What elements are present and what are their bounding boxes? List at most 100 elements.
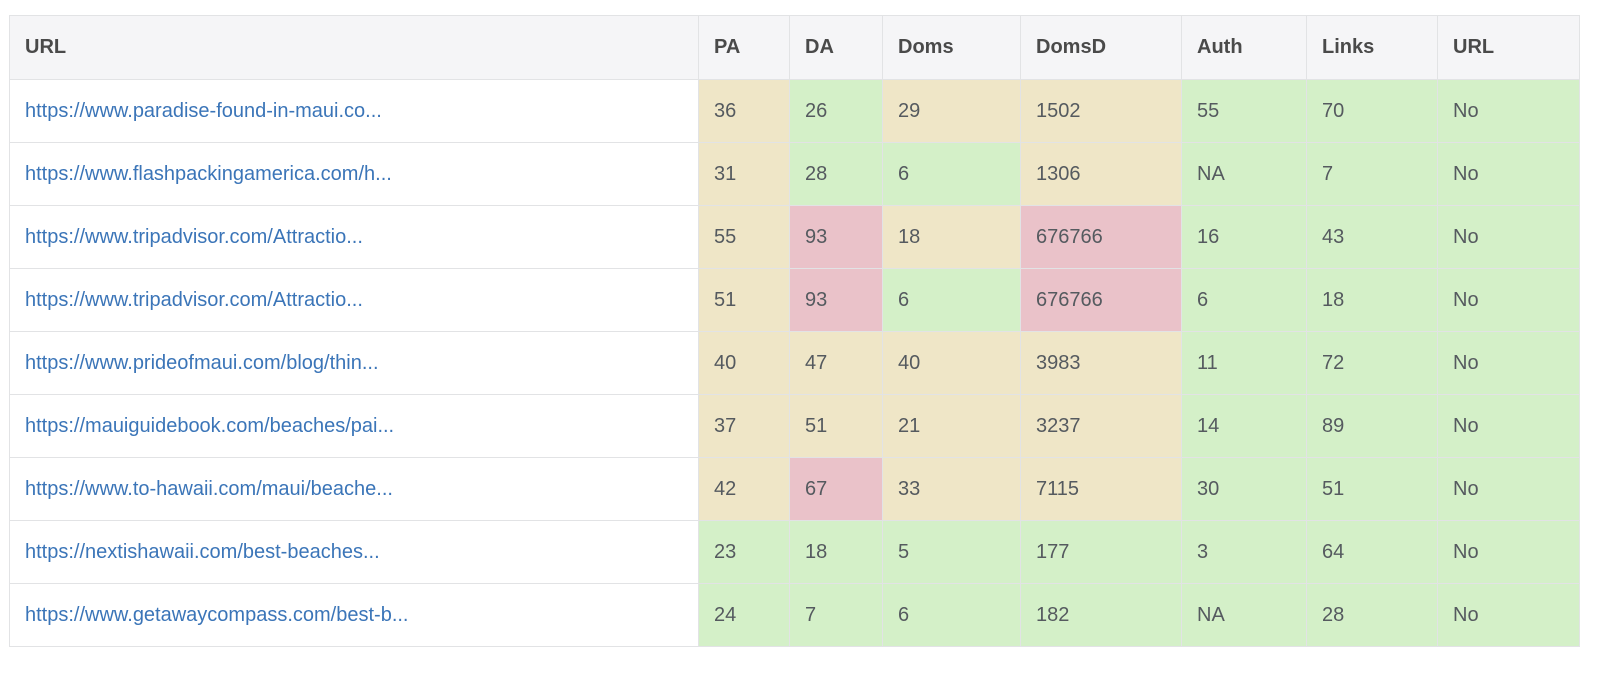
column-header-url[interactable]: URL	[9, 15, 699, 80]
cell-doms: 6	[882, 583, 1021, 647]
url-link[interactable]: https://mauiguidebook.com/beaches/pai...	[25, 414, 395, 437]
cell-pa: 40	[698, 331, 790, 395]
url-link[interactable]: https://www.tripadvisor.com/Attractio...	[25, 225, 363, 248]
cell-pa: 24	[698, 583, 790, 647]
cell-doms: 40	[882, 331, 1021, 395]
cell-links: 89	[1306, 394, 1438, 458]
cell-url: https://nextishawaii.com/best-beaches...	[9, 520, 699, 584]
column-header-auth[interactable]: Auth	[1181, 15, 1307, 80]
column-header-doms[interactable]: Doms	[882, 15, 1021, 80]
url-link[interactable]: https://www.prideofmaui.com/blog/thin...	[25, 351, 379, 374]
cell-domsd: 182	[1020, 583, 1182, 647]
table-row: https://www.flashpackingamerica.com/h...…	[9, 142, 1580, 206]
backlink-metrics-table: URL PA DA Doms DomsD Auth Links URL http…	[9, 15, 1580, 647]
header-row: URL PA DA Doms DomsD Auth Links URL	[9, 15, 1580, 80]
cell-da: 26	[789, 79, 883, 143]
cell-pa: 36	[698, 79, 790, 143]
cell-da: 7	[789, 583, 883, 647]
cell-doms: 33	[882, 457, 1021, 521]
cell-links: 72	[1306, 331, 1438, 395]
cell-url-status: No	[1437, 583, 1580, 647]
table-row: https://www.paradise-found-in-maui.co...…	[9, 79, 1580, 143]
cell-url-status: No	[1437, 205, 1580, 269]
cell-links: 64	[1306, 520, 1438, 584]
cell-links: 7	[1306, 142, 1438, 206]
cell-da: 67	[789, 457, 883, 521]
cell-da: 93	[789, 205, 883, 269]
cell-doms: 21	[882, 394, 1021, 458]
column-header-da[interactable]: DA	[789, 15, 883, 80]
cell-da: 28	[789, 142, 883, 206]
cell-domsd: 3983	[1020, 331, 1182, 395]
table-row: https://www.tripadvisor.com/Attractio...…	[9, 268, 1580, 332]
url-link[interactable]: https://nextishawaii.com/best-beaches...	[25, 540, 380, 563]
cell-doms: 5	[882, 520, 1021, 584]
cell-url: https://www.tripadvisor.com/Attractio...	[9, 268, 699, 332]
cell-auth: 30	[1181, 457, 1307, 521]
cell-auth: 6	[1181, 268, 1307, 332]
top-strip	[9, 0, 1579, 15]
backlink-metrics-table-container: URL PA DA Doms DomsD Auth Links URL http…	[9, 15, 1580, 647]
cell-auth: 55	[1181, 79, 1307, 143]
cell-da: 47	[789, 331, 883, 395]
cell-pa: 37	[698, 394, 790, 458]
cell-doms: 29	[882, 79, 1021, 143]
cell-links: 28	[1306, 583, 1438, 647]
table-row: https://www.to-hawaii.com/maui/beache...…	[9, 457, 1580, 521]
cell-pa: 23	[698, 520, 790, 584]
cell-domsd: 3237	[1020, 394, 1182, 458]
table-body: https://www.paradise-found-in-maui.co...…	[9, 79, 1580, 647]
cell-doms: 6	[882, 268, 1021, 332]
url-link[interactable]: https://www.paradise-found-in-maui.co...	[25, 99, 382, 122]
cell-auth: NA	[1181, 142, 1307, 206]
cell-pa: 31	[698, 142, 790, 206]
cell-url-status: No	[1437, 520, 1580, 584]
cell-links: 70	[1306, 79, 1438, 143]
cell-auth: 16	[1181, 205, 1307, 269]
cell-url: https://www.to-hawaii.com/maui/beache...	[9, 457, 699, 521]
table-row: https://www.tripadvisor.com/Attractio...…	[9, 205, 1580, 269]
url-link[interactable]: https://www.flashpackingamerica.com/h...	[25, 162, 392, 185]
cell-doms: 18	[882, 205, 1021, 269]
cell-url: https://www.prideofmaui.com/blog/thin...	[9, 331, 699, 395]
cell-url: https://www.flashpackingamerica.com/h...	[9, 142, 699, 206]
cell-pa: 55	[698, 205, 790, 269]
column-header-domsd[interactable]: DomsD	[1020, 15, 1182, 80]
cell-links: 43	[1306, 205, 1438, 269]
cell-pa: 42	[698, 457, 790, 521]
cell-auth: 3	[1181, 520, 1307, 584]
cell-url-status: No	[1437, 457, 1580, 521]
column-header-pa[interactable]: PA	[698, 15, 790, 80]
cell-url-status: No	[1437, 394, 1580, 458]
cell-url-status: No	[1437, 331, 1580, 395]
cell-domsd: 676766	[1020, 268, 1182, 332]
url-link[interactable]: https://www.tripadvisor.com/Attractio...	[25, 288, 363, 311]
table-row: https://mauiguidebook.com/beaches/pai...…	[9, 394, 1580, 458]
cell-da: 51	[789, 394, 883, 458]
cell-auth: NA	[1181, 583, 1307, 647]
table-row: https://www.getawaycompass.com/best-b...…	[9, 583, 1580, 647]
cell-auth: 14	[1181, 394, 1307, 458]
cell-domsd: 7115	[1020, 457, 1182, 521]
cell-domsd: 1502	[1020, 79, 1182, 143]
cell-url: https://mauiguidebook.com/beaches/pai...	[9, 394, 699, 458]
cell-auth: 11	[1181, 331, 1307, 395]
cell-url-status: No	[1437, 268, 1580, 332]
cell-da: 93	[789, 268, 883, 332]
cell-url-status: No	[1437, 79, 1580, 143]
cell-domsd: 676766	[1020, 205, 1182, 269]
cell-domsd: 177	[1020, 520, 1182, 584]
cell-url-status: No	[1437, 142, 1580, 206]
url-link[interactable]: https://www.to-hawaii.com/maui/beache...	[25, 477, 393, 500]
column-header-url-status[interactable]: URL	[1437, 15, 1580, 80]
column-header-links[interactable]: Links	[1306, 15, 1438, 80]
cell-pa: 51	[698, 268, 790, 332]
cell-doms: 6	[882, 142, 1021, 206]
url-link[interactable]: https://www.getawaycompass.com/best-b...	[25, 603, 409, 626]
table-header: URL PA DA Doms DomsD Auth Links URL	[9, 15, 1580, 80]
cell-links: 18	[1306, 268, 1438, 332]
cell-url: https://www.tripadvisor.com/Attractio...	[9, 205, 699, 269]
cell-links: 51	[1306, 457, 1438, 521]
cell-url: https://www.paradise-found-in-maui.co...	[9, 79, 699, 143]
table-row: https://www.prideofmaui.com/blog/thin...…	[9, 331, 1580, 395]
